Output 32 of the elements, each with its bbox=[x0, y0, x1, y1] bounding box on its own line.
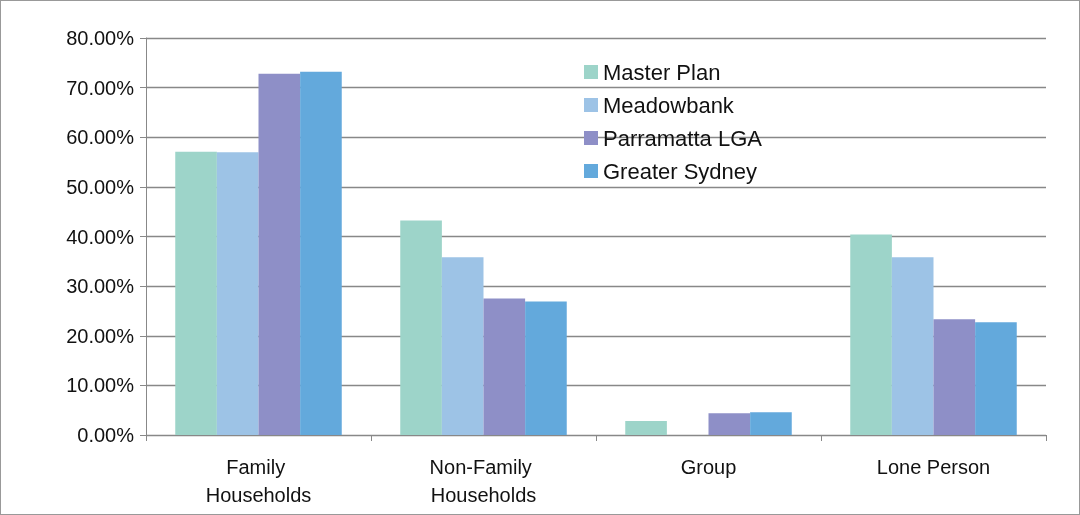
bar bbox=[400, 220, 442, 435]
y-tick-label: 40.00% bbox=[66, 225, 135, 248]
bar bbox=[933, 319, 976, 435]
x-tick-label: Group bbox=[680, 456, 737, 478]
bar bbox=[300, 71, 342, 435]
legend-label: Meadowbank bbox=[603, 92, 735, 118]
bar bbox=[483, 298, 526, 435]
bar bbox=[258, 73, 301, 435]
bar bbox=[850, 234, 892, 435]
y-tick-label: 70.00% bbox=[66, 76, 135, 99]
x-tick-label: Family Households bbox=[205, 456, 312, 506]
y-tick-label: 60.00% bbox=[66, 126, 135, 149]
y-tick-label: 50.00% bbox=[66, 175, 135, 198]
bar bbox=[525, 301, 567, 435]
legend-label: Parramatta LGA bbox=[603, 125, 763, 151]
y-tick-label: 0.00% bbox=[77, 424, 135, 446]
x-tick-label: Lone Person bbox=[876, 456, 991, 478]
bar bbox=[625, 421, 667, 435]
bar bbox=[441, 257, 484, 435]
y-tick-label: 30.00% bbox=[66, 275, 135, 298]
legend-label: Greater Sydney bbox=[603, 158, 758, 184]
bar bbox=[708, 413, 751, 435]
bar bbox=[175, 151, 217, 435]
bar bbox=[216, 152, 259, 435]
y-tick-label: 20.00% bbox=[66, 324, 135, 347]
y-tick-label: 80.00% bbox=[66, 27, 135, 49]
bar bbox=[891, 257, 934, 435]
x-tick-label: Non-Family Households bbox=[429, 456, 538, 506]
legend-label: Master Plan bbox=[603, 59, 721, 85]
y-tick-label: 10.00% bbox=[66, 374, 135, 397]
bar bbox=[750, 412, 792, 435]
bar bbox=[975, 322, 1017, 435]
